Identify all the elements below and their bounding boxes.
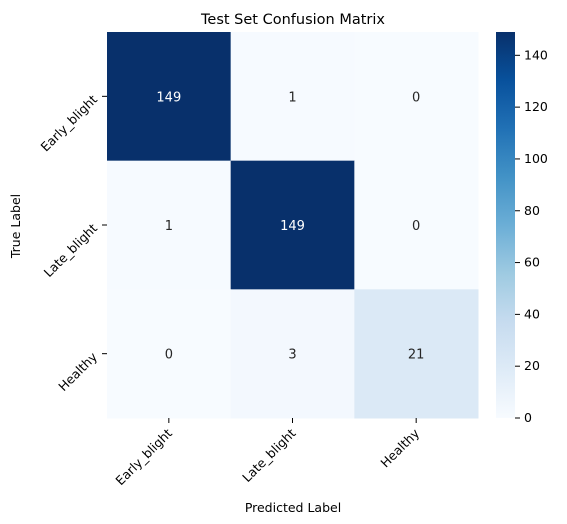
heatmap-cell-r2-c2 [354,289,479,419]
colorbar-tick-label-4: 80 [524,203,540,218]
colorbar-ticks: 0 20 40 60 80 100 120 140 [515,47,548,425]
colorbar-tick-label-2: 40 [524,306,540,321]
cell-value-r2-c1: 3 [288,348,296,363]
colorbar-tick-label-7: 140 [524,47,548,62]
y-tick-label-1: Late_blight [41,220,101,280]
x-axis-label: Predicted Label [245,500,341,515]
y-axis-label: True Label [8,194,23,259]
y-tick-label-2: Healthy [55,349,100,394]
x-tick-label-1: Late_blight [239,425,299,485]
x-axis-ticks: Early_blight Late_blight Healthy [112,418,423,488]
x-tick-label-2: Healthy [377,425,422,470]
heatmap-cell-r1-c0 [107,160,232,290]
cell-value-r0-c1: 1 [288,90,296,105]
cell-value-r0-c0: 149 [156,90,181,105]
heatmap-cell-r0-c2 [354,32,479,162]
heatmap-cell-r1-c2 [354,160,479,290]
colorbar-tick-label-6: 120 [524,99,548,114]
heatmap-cell-r1-c1 [230,160,355,290]
heatmap-cell-r2-c0 [107,289,232,419]
heatmap-cells [107,32,479,419]
colorbar-tick-label-3: 60 [524,255,540,270]
cell-value-r1-c1: 149 [280,219,305,234]
cell-value-r1-c2: 0 [412,219,420,234]
heatmap-cell-labels: 149 1 0 1 149 0 0 3 21 [156,90,424,362]
heatmap-cell-r2-c1 [230,289,355,419]
heatmap-cell-r0-c0 [107,32,232,162]
chart-title: Test Set Confusion Matrix [200,12,385,28]
heatmap-cell-r0-c1 [230,32,355,162]
colorbar [496,32,515,418]
cell-value-r1-c0: 1 [165,219,173,234]
cell-value-r0-c2: 0 [412,90,420,105]
colorbar-tick-label-0: 0 [524,410,532,425]
y-axis-ticks: Early_blight Late_blight Healthy [38,92,107,394]
x-tick-label-0: Early_blight [112,425,175,488]
cell-value-r2-c2: 21 [408,348,425,363]
cell-value-r2-c0: 0 [165,348,173,363]
colorbar-tick-label-1: 20 [524,358,540,373]
colorbar-tick-label-5: 100 [524,151,548,166]
y-tick-label-0: Early_blight [38,92,101,155]
